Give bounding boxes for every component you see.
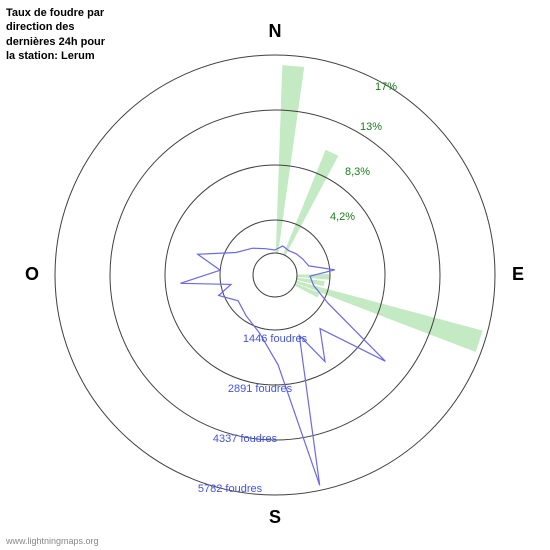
polar-chart: N E S O 17% 13% 8,3% 4,2% 1446 foudres 2891 foudr… xyxy=(0,0,550,550)
percent-label: 8,3% xyxy=(345,166,370,178)
center-hole xyxy=(253,253,297,297)
foudre-label: 1446 foudres xyxy=(243,333,308,345)
rate-wedge xyxy=(283,150,338,256)
cardinal-label: S xyxy=(269,507,281,527)
percent-label: 17% xyxy=(375,81,397,93)
foudre-label: 2891 foudres xyxy=(228,383,293,395)
cardinal-label: O xyxy=(25,264,39,284)
percent-label: 4,2% xyxy=(330,211,355,223)
cardinal-label: N xyxy=(269,21,282,41)
foudre-label: 4337 foudres xyxy=(213,433,278,445)
foudre-label: 5782 foudres xyxy=(198,483,263,495)
cardinal-label: E xyxy=(512,264,524,284)
rate-wedge xyxy=(296,281,483,352)
percent-label: 13% xyxy=(360,121,382,133)
